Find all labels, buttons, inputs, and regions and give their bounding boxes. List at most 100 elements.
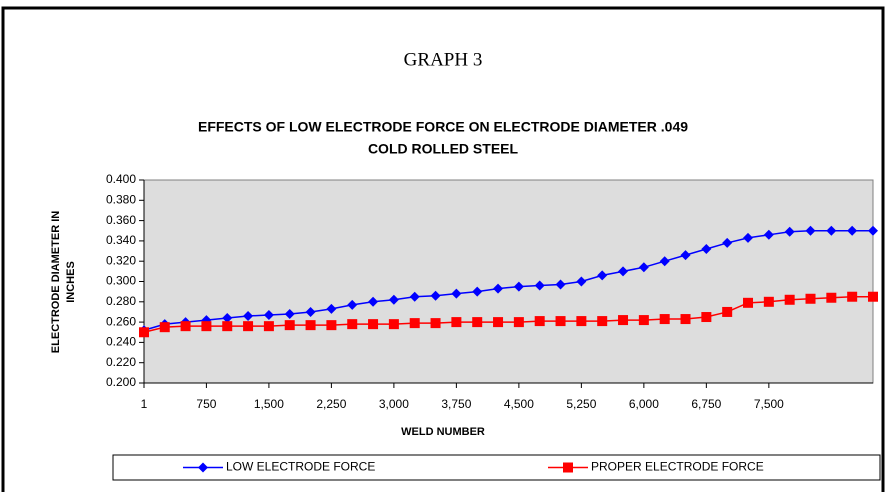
point bbox=[618, 266, 629, 277]
point bbox=[826, 292, 837, 303]
point bbox=[159, 322, 170, 333]
y-tick-label: 0.240 bbox=[106, 335, 136, 349]
point bbox=[284, 320, 295, 331]
point bbox=[576, 316, 587, 327]
x-tick-label: 6,000 bbox=[629, 397, 659, 411]
point bbox=[763, 296, 774, 307]
point bbox=[451, 317, 462, 328]
point bbox=[680, 250, 691, 261]
plot-area bbox=[143, 179, 874, 384]
point bbox=[180, 321, 191, 332]
point bbox=[139, 327, 149, 338]
x-tick-label: 4,500 bbox=[504, 397, 534, 411]
point bbox=[305, 306, 316, 317]
legend-label: PROPER ELECTRODE FORCE bbox=[591, 460, 764, 474]
legend bbox=[112, 454, 881, 481]
point bbox=[847, 225, 858, 236]
legend-label: LOW ELECTRODE FORCE bbox=[226, 460, 375, 474]
point bbox=[826, 225, 837, 236]
point bbox=[847, 291, 858, 302]
x-tick-label: 3,750 bbox=[441, 397, 471, 411]
point bbox=[638, 315, 649, 326]
point bbox=[743, 232, 754, 243]
point bbox=[659, 256, 670, 267]
point bbox=[409, 318, 420, 329]
y-tick-label: 0.340 bbox=[106, 233, 136, 247]
point bbox=[597, 270, 608, 281]
point bbox=[722, 237, 733, 248]
chart-title: COLD ROLLED STEEL bbox=[368, 141, 519, 157]
chart-title: EFFECTS OF LOW ELECTRODE FORCE ON ELECTR… bbox=[198, 119, 688, 135]
x-tick-label: 5,250 bbox=[566, 397, 596, 411]
point bbox=[347, 319, 358, 330]
point bbox=[368, 319, 379, 330]
legend-marker bbox=[198, 462, 208, 473]
point bbox=[743, 297, 754, 308]
point bbox=[472, 317, 483, 328]
point bbox=[243, 311, 254, 322]
point bbox=[638, 262, 649, 273]
point bbox=[701, 244, 712, 255]
point bbox=[388, 319, 399, 330]
point bbox=[347, 299, 358, 310]
x-tick-label: 1 bbox=[141, 397, 148, 411]
point bbox=[284, 308, 295, 319]
point bbox=[222, 321, 233, 332]
y-tick-label: 0.320 bbox=[106, 253, 136, 267]
y-axis-label: ELECTRODE DIAMETER IN bbox=[50, 211, 62, 353]
point bbox=[263, 309, 274, 320]
point bbox=[868, 291, 878, 302]
point bbox=[534, 280, 545, 291]
point bbox=[201, 321, 212, 332]
y-tick-label: 0.300 bbox=[106, 274, 136, 288]
point bbox=[263, 321, 274, 332]
point bbox=[368, 296, 379, 307]
point bbox=[326, 303, 337, 314]
x-tick-label: 6,750 bbox=[691, 397, 721, 411]
point bbox=[409, 291, 420, 302]
point bbox=[576, 276, 587, 287]
point bbox=[326, 320, 337, 331]
x-tick-label: 7,500 bbox=[754, 397, 784, 411]
point bbox=[784, 226, 795, 237]
y-tick-label: 0.380 bbox=[106, 192, 136, 206]
point bbox=[534, 316, 545, 327]
point bbox=[243, 321, 254, 332]
y-tick-label: 0.280 bbox=[106, 294, 136, 308]
y-axis-label: INCHES bbox=[65, 261, 77, 303]
point bbox=[784, 294, 795, 305]
point bbox=[680, 314, 691, 325]
point bbox=[868, 225, 878, 236]
page-title: GRAPH 3 bbox=[404, 49, 483, 70]
point bbox=[805, 225, 816, 236]
y-tick-label: 0.400 bbox=[106, 172, 136, 186]
y-tick-label: 0.220 bbox=[106, 355, 136, 369]
x-tick-label: 1,500 bbox=[254, 397, 284, 411]
point bbox=[618, 315, 629, 326]
point bbox=[305, 320, 316, 331]
point bbox=[430, 318, 441, 329]
point bbox=[555, 279, 566, 290]
legend-marker bbox=[563, 462, 573, 473]
point bbox=[472, 286, 483, 297]
point bbox=[659, 314, 670, 325]
point bbox=[513, 281, 524, 292]
x-tick-label: 3,000 bbox=[379, 397, 409, 411]
point bbox=[555, 316, 566, 327]
point bbox=[493, 317, 504, 328]
y-tick-label: 0.200 bbox=[106, 375, 136, 389]
point bbox=[222, 313, 233, 324]
point bbox=[597, 316, 608, 327]
x-tick-label: 2,250 bbox=[316, 397, 346, 411]
y-tick-label: 0.260 bbox=[106, 314, 136, 328]
point bbox=[513, 317, 524, 328]
y-tick-label: 0.360 bbox=[106, 213, 136, 227]
x-tick-label: 750 bbox=[196, 397, 216, 411]
point bbox=[451, 288, 462, 299]
point bbox=[763, 229, 774, 240]
point bbox=[701, 312, 712, 323]
x-axis-label: WELD NUMBER bbox=[401, 426, 485, 438]
point bbox=[493, 283, 504, 294]
point bbox=[805, 293, 816, 304]
